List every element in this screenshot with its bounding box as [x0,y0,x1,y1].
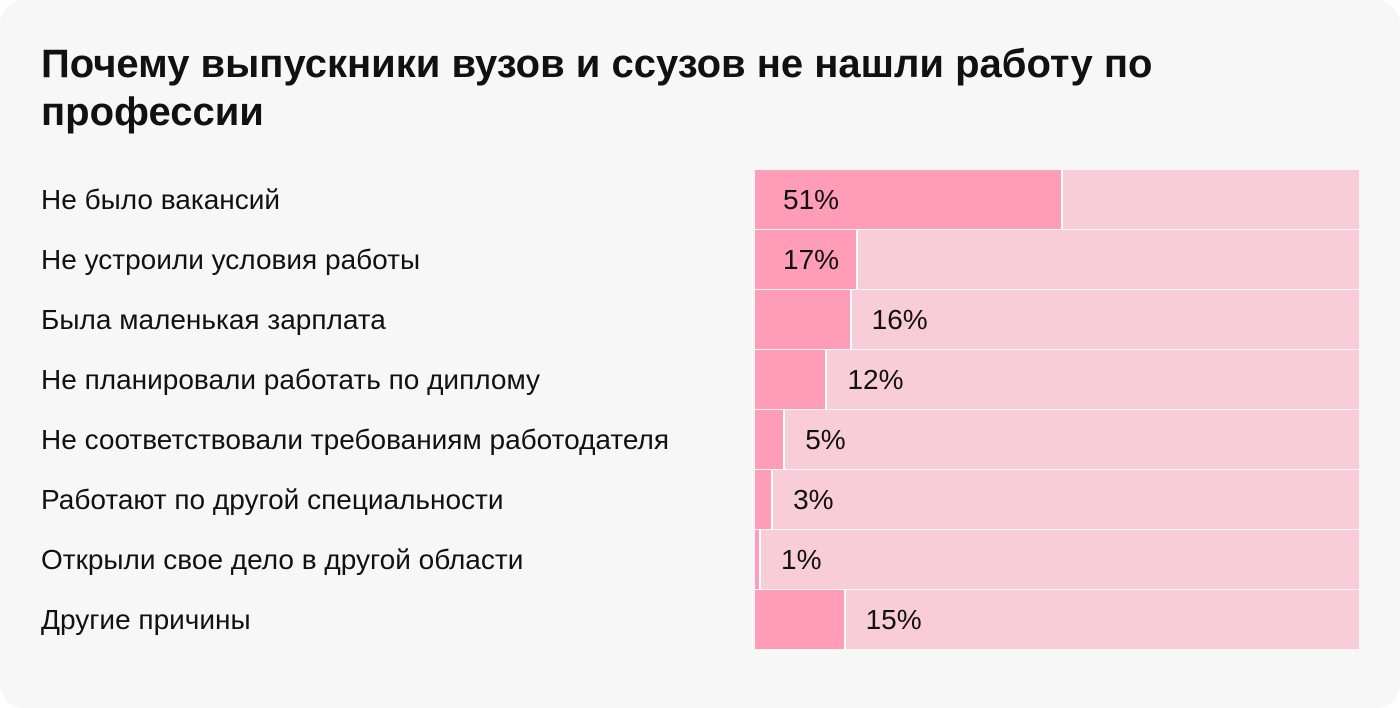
bar-track: 17% [755,230,1359,289]
bar-row: Не планировали работать по диплому 12% [0,350,1400,409]
value-label: 3% [793,484,834,515]
bar [755,230,858,289]
category-label: Не было вакансий [41,184,281,215]
value-label: 16% [871,304,928,335]
value-label: 12% [847,364,904,395]
bar-row: Была маленькая зарплата 16% [0,290,1400,349]
category-label: Не соответствовали требованиям работодат… [41,424,670,455]
value-label: 5% [805,424,846,455]
bar-track: 1% [755,530,1359,589]
value-label: 51% [783,184,840,215]
bar [755,590,846,649]
bar [755,470,774,529]
bar-row: Другие причины 15% [0,590,1400,649]
bar-track: 3% [755,470,1359,529]
category-label: Работают по другой специальности [41,484,504,515]
value-label: 1% [781,544,822,575]
bar [755,530,762,589]
bar [755,170,1064,229]
bar [755,410,786,469]
value-label: 17% [783,244,840,275]
category-label: Другие причины [41,604,251,635]
bar-track: 51% [755,170,1359,229]
bar-row: Работают по другой специальности 3% [0,470,1400,529]
category-label: Не устроили условия работы [41,244,421,275]
bar-row: Открыли свое дело в другой области 1% [0,530,1400,589]
bar-track: 12% [755,350,1359,409]
category-label: Была маленькая зарплата [41,304,386,335]
bar-row: Не устроили условия работы 17% [0,230,1400,289]
category-label: Открыли свое дело в другой области [41,544,524,575]
bar-rows: Не было вакансий 51% Не устроили условия р… [0,170,1400,650]
bar [755,350,828,409]
bar-row: Не соответствовали требованиям работодат… [0,410,1400,469]
bar-track: 15% [755,590,1359,649]
bar [755,290,852,349]
value-label: 15% [865,604,922,635]
bar-track: 5% [755,410,1359,469]
chart-title: Почему выпускники вузов и ссузов не нашл… [41,42,1153,134]
category-label: Не планировали работать по диплому [41,364,541,395]
bar-track: 16% [755,290,1359,349]
bar-row: Не было вакансий 51% [0,170,1400,229]
